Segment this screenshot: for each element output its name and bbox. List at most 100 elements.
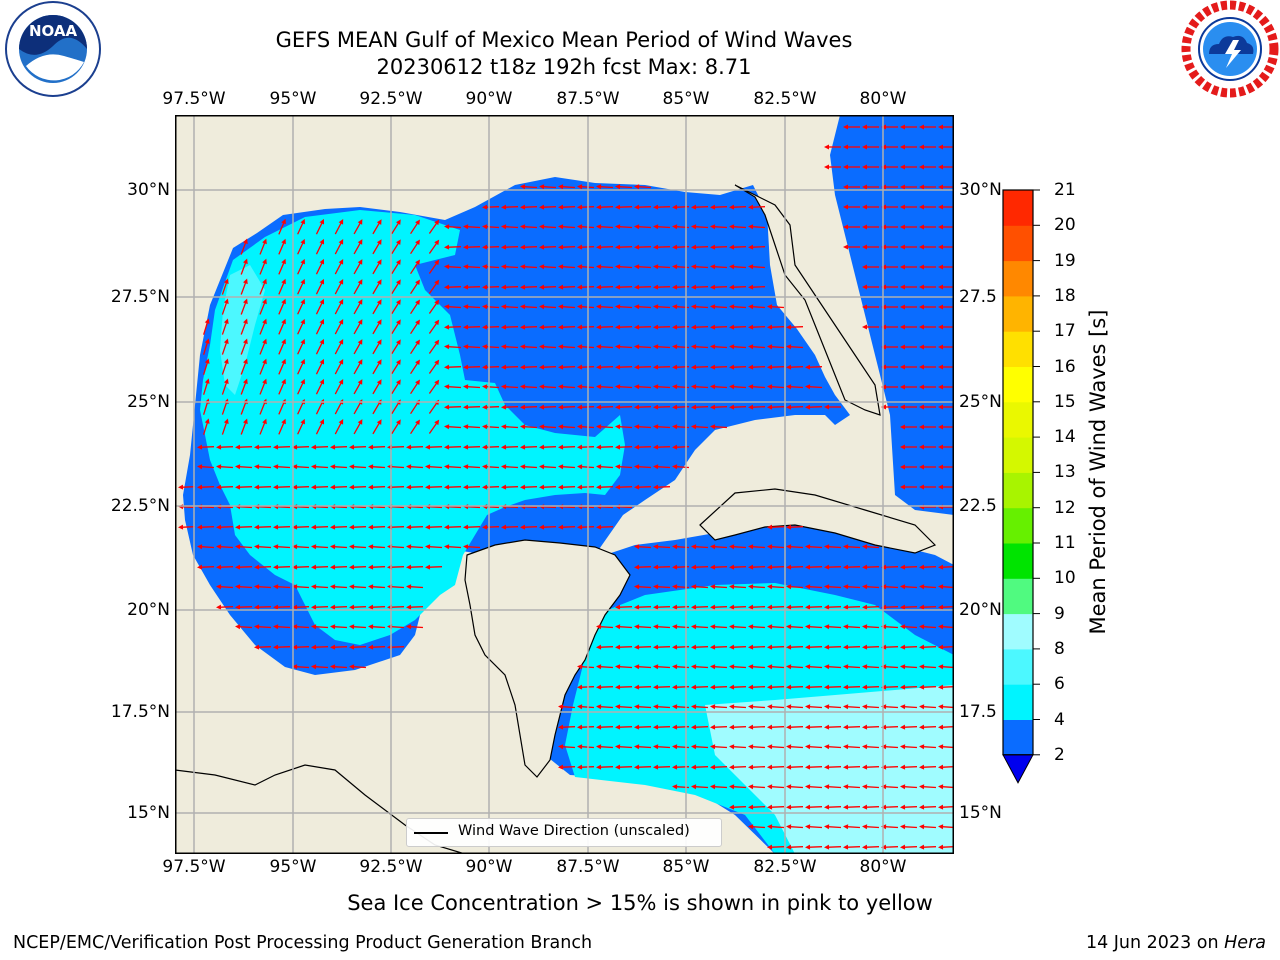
wave-direction-arrow xyxy=(254,624,272,630)
colorbar-tick-label: 15 xyxy=(1054,391,1076,412)
wave-direction-arrow xyxy=(372,279,382,295)
wave-direction-arrow xyxy=(311,484,329,490)
wave-direction-arrow xyxy=(729,684,747,690)
wave-direction-arrow xyxy=(577,664,595,670)
wave-direction-arrow xyxy=(634,384,652,390)
wave-direction-arrow xyxy=(501,444,519,450)
wave-direction-arrow xyxy=(862,764,880,770)
wave-direction-arrow xyxy=(862,724,880,730)
central-america xyxy=(175,764,466,854)
wave-direction-arrow xyxy=(634,364,652,370)
wave-direction-arrow xyxy=(843,164,860,170)
wave-direction-arrow xyxy=(843,144,860,150)
wave-direction-arrow xyxy=(824,164,841,170)
wave-direction-arrow xyxy=(710,784,728,790)
wave-direction-arrow xyxy=(786,844,804,850)
wave-direction-arrow xyxy=(240,238,248,255)
wave-direction-arrow xyxy=(577,444,595,450)
wave-direction-arrow xyxy=(862,744,880,750)
wave-direction-arrow xyxy=(729,784,747,790)
wave-direction-arrow xyxy=(428,259,440,274)
wave-direction-arrow xyxy=(520,284,538,290)
wave-direction-arrow xyxy=(805,844,823,850)
wave-direction-arrow xyxy=(919,584,937,590)
wave-direction-arrow xyxy=(353,319,363,335)
wave-direction-arrow xyxy=(786,724,804,730)
wave-direction-arrow xyxy=(786,704,804,710)
wave-direction-arrow xyxy=(786,824,804,830)
wave-direction-arrow xyxy=(919,144,936,150)
lat-tick-label: 15°N xyxy=(959,803,1002,823)
wave-direction-arrow xyxy=(691,304,709,310)
wave-direction-arrow xyxy=(273,484,291,490)
lon-tick-label: 85°W xyxy=(662,89,710,109)
wave-direction-arrow xyxy=(349,624,367,630)
legend-line-swatch xyxy=(414,832,448,834)
wave-direction-arrow xyxy=(710,364,728,370)
wave-direction-arrow xyxy=(292,524,310,530)
wave-direction-arrow xyxy=(710,684,728,690)
lat-tick-label: 30°N xyxy=(959,180,1002,200)
wave-direction-arrow xyxy=(353,299,363,315)
wave-direction-arrow xyxy=(729,364,747,370)
wave-direction-arrow xyxy=(919,404,936,410)
wave-direction-arrow xyxy=(482,404,500,410)
wave-direction-arrow xyxy=(596,264,614,270)
wave-direction-arrow xyxy=(334,219,344,235)
wave-direction-arrow xyxy=(444,464,462,470)
wave-direction-arrow xyxy=(482,224,500,230)
wave-direction-arrow xyxy=(334,299,344,315)
wave-direction-arrow xyxy=(615,444,633,450)
wave-direction-arrow xyxy=(900,264,917,270)
gulf-of-mexico-map xyxy=(175,115,954,854)
wave-direction-arrow xyxy=(824,684,842,690)
wave-direction-arrow xyxy=(520,464,538,470)
wave-direction-arrow xyxy=(748,344,766,350)
lon-tick-label: 92.5°W xyxy=(359,89,423,109)
wave-direction-arrow xyxy=(330,664,348,670)
wave-direction-arrow xyxy=(463,224,481,230)
wave-direction-arrow xyxy=(767,564,785,570)
wave-direction-arrow xyxy=(410,319,420,335)
wave-direction-arrow xyxy=(391,339,401,355)
wave-direction-arrow xyxy=(748,304,766,310)
wave-direction-arrow xyxy=(202,338,210,355)
wave-direction-arrow xyxy=(349,644,367,650)
wave-direction-arrow xyxy=(691,384,709,390)
wave-direction-arrow xyxy=(254,644,272,650)
wave-direction-arrow xyxy=(520,384,538,390)
wave-direction-arrow xyxy=(938,604,954,610)
wave-direction-arrow xyxy=(710,664,728,670)
lat-tick-label: 27.5 xyxy=(959,287,997,307)
wave-direction-arrow xyxy=(259,338,267,355)
wave-direction-arrow xyxy=(767,324,785,330)
wave-direction-arrow xyxy=(634,264,652,270)
wave-direction-arrow xyxy=(240,318,248,335)
wave-direction-arrow xyxy=(596,244,614,250)
wave-direction-arrow xyxy=(278,418,286,435)
wave-direction-arrow xyxy=(729,724,747,730)
wave-direction-arrow xyxy=(786,684,804,690)
wave-direction-arrow xyxy=(577,264,595,270)
wave-direction-arrow xyxy=(520,524,538,530)
wave-direction-arrow xyxy=(372,359,382,375)
wave-direction-arrow xyxy=(410,379,420,395)
wave-direction-arrow xyxy=(710,244,728,250)
wave-direction-arrow xyxy=(278,318,286,335)
wave-direction-arrow xyxy=(558,724,576,730)
wave-direction-arrow xyxy=(729,544,747,550)
colorbar-segment xyxy=(1003,719,1033,756)
wave-direction-arrow xyxy=(900,624,918,630)
wave-direction-arrow xyxy=(406,444,424,450)
wave-direction-arrow xyxy=(710,324,728,330)
wave-direction-arrow xyxy=(197,564,215,570)
wave-direction-arrow xyxy=(938,844,954,850)
wave-direction-arrow xyxy=(748,604,766,610)
wave-direction-arrow xyxy=(729,264,747,270)
wave-direction-arrow xyxy=(577,244,595,250)
wave-direction-arrow xyxy=(919,184,936,190)
wave-direction-arrow xyxy=(463,484,481,490)
wave-direction-arrow xyxy=(748,364,766,370)
wave-direction-arrow xyxy=(634,204,652,210)
wave-direction-arrow xyxy=(539,224,557,230)
